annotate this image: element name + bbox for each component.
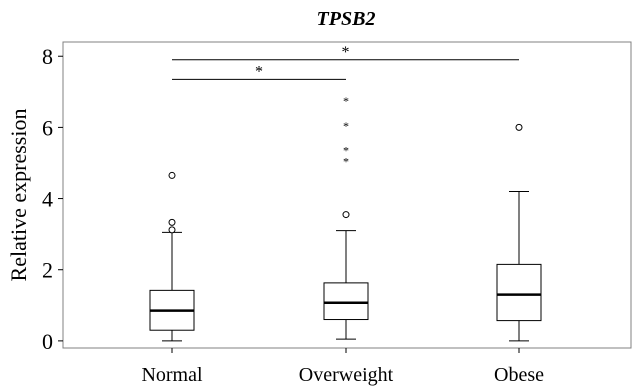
extreme-point: *: [343, 144, 349, 158]
y-axis-label: Relative expression: [6, 109, 31, 282]
extreme-point: *: [343, 154, 349, 168]
y-tick-label: 2: [42, 258, 53, 283]
iqr-box: [496, 263, 542, 322]
significance-label: *: [255, 63, 263, 80]
y-tick-label: 4: [42, 187, 53, 212]
y-tick-label: 8: [42, 44, 53, 69]
significance-label: *: [342, 44, 350, 61]
extreme-point: *: [343, 119, 349, 133]
outlier-point: [515, 123, 523, 131]
x-tick-label: Obese: [494, 364, 544, 386]
y-tick-label: 6: [42, 115, 53, 140]
x-tick-label: Overweight: [299, 364, 394, 386]
plot-frame: [62, 41, 632, 349]
outlier-point: [168, 226, 176, 234]
outlier-point: [342, 211, 350, 219]
y-tick-label: 0: [42, 329, 53, 354]
iqr-box: [323, 282, 369, 321]
x-tick-label: Normal: [141, 364, 203, 386]
extreme-point: *: [343, 94, 349, 108]
chart-title: TPSB2: [317, 8, 376, 30]
outlier-point: [168, 171, 176, 179]
outlier-point: [168, 218, 176, 226]
